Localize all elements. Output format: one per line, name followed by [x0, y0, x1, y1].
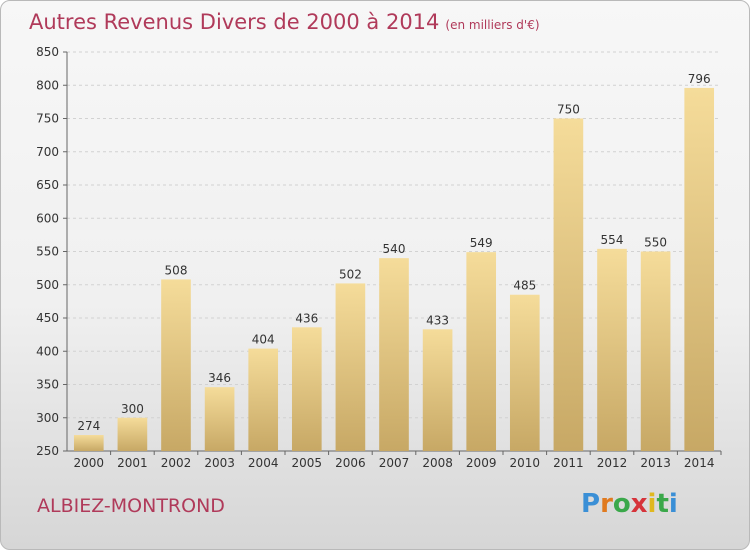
x-tick-label: 2007	[379, 456, 410, 470]
y-tick-label: 300	[36, 411, 59, 425]
chart-title-text: Autres Revenus Divers de 2000 à 2014	[29, 10, 440, 34]
x-tick-label: 2010	[510, 456, 541, 470]
bars	[73, 87, 715, 451]
logo-letter: x	[630, 489, 648, 519]
logo-letter: r	[600, 489, 613, 519]
value-label-2009: 549	[470, 236, 493, 250]
value-label-2000: 274	[77, 419, 100, 433]
y-tick-label: 600	[36, 211, 59, 225]
x-tick-label: 2011	[553, 456, 584, 470]
y-tick-label: 450	[36, 311, 59, 325]
x-tick-label: 2009	[466, 456, 497, 470]
x-tick-label: 2006	[335, 456, 366, 470]
value-label-2014: 796	[688, 72, 711, 86]
chart-title: Autres Revenus Divers de 2000 à 2014 (en …	[29, 10, 540, 34]
logo-letter: t	[656, 489, 669, 519]
x-tick-label: 2002	[161, 456, 192, 470]
chart-subtitle: (en milliers d'€)	[445, 18, 540, 32]
y-tick-label: 500	[36, 278, 59, 292]
value-label-2010: 485	[513, 279, 536, 293]
value-label-2005: 436	[295, 311, 318, 325]
value-label-2006: 502	[339, 267, 362, 281]
value-label-2007: 540	[383, 242, 406, 256]
logo-letter: i	[647, 489, 657, 519]
value-labels: 274 300 508 346 404 436 502 540 433 549 485 750 554 5…	[77, 72, 710, 433]
x-tick-label: 2013	[640, 456, 671, 470]
bar-2002	[161, 279, 191, 451]
bar-2000	[73, 435, 104, 451]
value-label-2002: 508	[165, 263, 188, 277]
bar-2006	[335, 283, 366, 451]
bar-2003	[204, 387, 235, 451]
value-label-2013: 550	[644, 236, 667, 250]
commune-name: ALBIEZ-MONTROND	[37, 495, 225, 517]
x-tick-label: 2001	[117, 456, 148, 470]
y-tick-label: 350	[36, 378, 59, 392]
y-tick-label: 750	[36, 112, 59, 126]
y-tick-label: 850	[36, 45, 59, 59]
x-tick-label: 2003	[204, 456, 235, 470]
value-label-2011: 750	[557, 103, 580, 117]
value-label-2001: 300	[121, 402, 144, 416]
logo-letter: o	[612, 489, 631, 519]
value-label-2012: 554	[601, 233, 624, 247]
bar-2005	[291, 327, 322, 451]
bar-2011	[553, 118, 584, 451]
value-label-2008: 433	[426, 313, 449, 327]
y-tick-label: 700	[36, 145, 59, 159]
x-tick-label: 2014	[684, 456, 715, 470]
bar-2013	[640, 251, 671, 451]
y-tick-label: 250	[36, 444, 59, 458]
logo-letter: P	[581, 489, 601, 519]
bar-2008	[422, 329, 453, 451]
value-label-2004: 404	[252, 333, 275, 347]
x-tick-label: 2008	[422, 456, 453, 470]
bar-2001	[117, 417, 148, 451]
bar-2007	[379, 258, 409, 451]
bar-2004	[248, 348, 279, 451]
x-tick-label: 2012	[597, 456, 628, 470]
proxiti-logo: Proxiti	[581, 489, 678, 519]
value-label-2003: 346	[208, 371, 231, 385]
logo-letter: i	[668, 489, 678, 519]
y-tick-label: 800	[36, 78, 59, 92]
y-tick-label: 400	[36, 344, 59, 358]
y-tick-label: 550	[36, 245, 59, 259]
y-tick-label: 650	[36, 178, 59, 192]
x-tick-label: 2005	[292, 456, 323, 470]
bar-2014	[684, 87, 715, 451]
x-tick-label: 2004	[248, 456, 279, 470]
bar-2012	[597, 248, 627, 451]
bar-2009	[466, 252, 497, 451]
x-tick-label: 2000	[74, 456, 105, 470]
axes: 250 300 350 400 450 500 550 600 650 700 750 800 850 2…	[36, 45, 722, 470]
bar-2010	[509, 294, 540, 451]
